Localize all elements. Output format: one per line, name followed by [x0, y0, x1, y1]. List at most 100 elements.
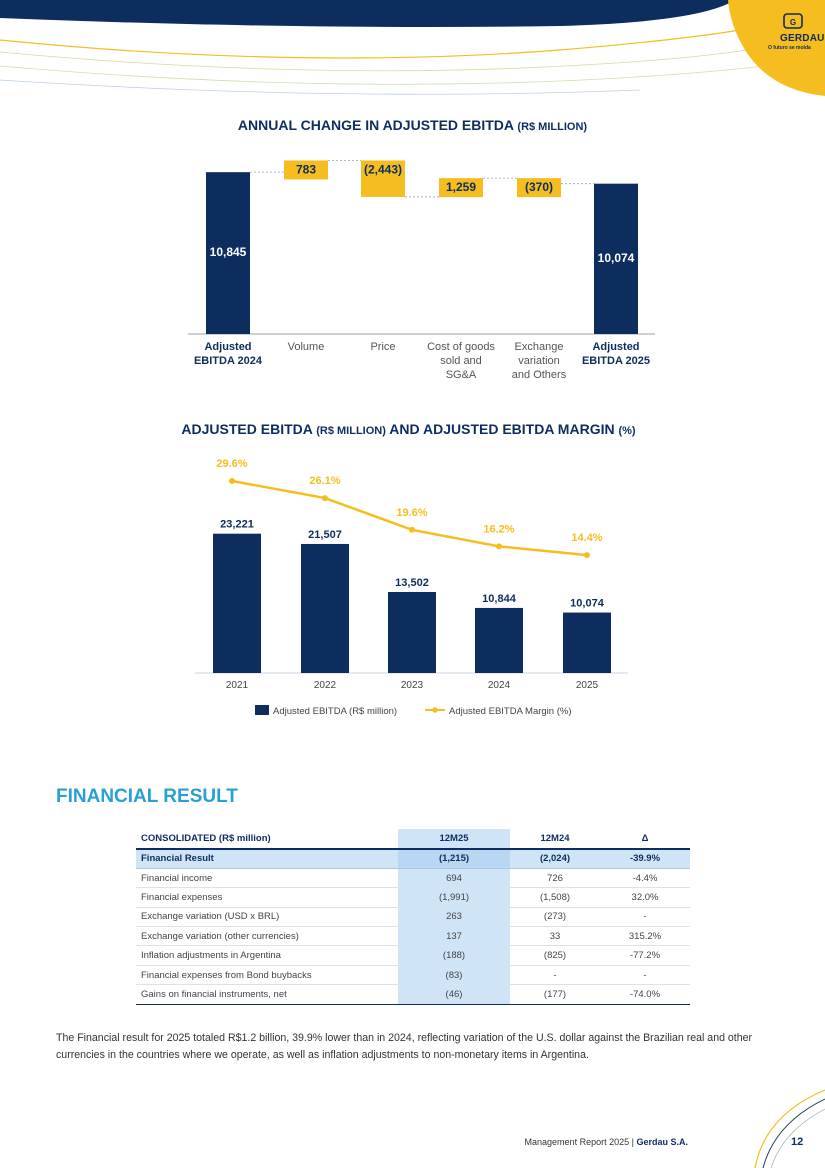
ebitda-margin-chart: 23,221 2021 21,507 2022 13,502 2023 10,844 2024…: [195, 458, 628, 717]
table-cell: -74.0%: [600, 984, 690, 1005]
waterfall-chart-title: ANNUAL CHANGE IN ADJUSTED EBITDA (R$ MIL…: [0, 117, 825, 133]
waterfall-category-label: Adjusted: [592, 341, 639, 353]
margin-data-label: 29.6%: [216, 458, 247, 470]
legend-line-label: Adjusted EBITDA Margin (%): [449, 706, 572, 717]
waterfall-data-label: 1,259: [446, 180, 476, 194]
margin-point: [496, 543, 502, 550]
ebitda-bar-label: 10,844: [482, 593, 517, 605]
waterfall-data-label: (370): [525, 180, 553, 194]
table-row: Financial expenses from Bond buybacks (83…: [136, 965, 690, 986]
waterfall-title-unit: (R$ MILLION): [517, 121, 588, 133]
ebitda-margin-chart-title: ADJUSTED EBITDA (R$ MILLION) AND ADJUSTE…: [0, 421, 821, 437]
ebitda-bar-2024: [475, 607, 523, 673]
waterfall-category-label: SG&A: [446, 369, 477, 381]
table-cell: 263: [398, 907, 510, 928]
ebitda-bar-2021: [213, 533, 261, 673]
ebitda-bar-2025: [563, 612, 611, 673]
header-curve-4: [0, 79, 641, 95]
table-cell: Exchange variation (USD x BRL): [136, 907, 398, 928]
waterfall-category-label: and Others: [512, 369, 567, 381]
x-tick-label: 2022: [314, 680, 337, 691]
table-cell: (177): [510, 984, 600, 1005]
waterfall-category-label: Price: [370, 341, 395, 353]
header-banner: G: [0, 0, 825, 96]
margin-data-label: 16.2%: [483, 523, 514, 535]
waterfall-category-label: Cost of goods: [427, 341, 495, 353]
waterfall-chart: 10,845 783 (2,443) 1,259 (370) 10,074 Adjusted…: [188, 160, 655, 381]
ebitda-title-unit2: (%): [618, 425, 636, 437]
waterfall-category-label: Adjusted: [204, 341, 251, 353]
waterfall-data-label: (2,443): [364, 162, 402, 176]
margin-data-label: 26.1%: [309, 475, 340, 487]
table-cell: 32.0%: [600, 887, 690, 908]
table-row: Inflation adjustments in Argentina (188)(…: [136, 945, 690, 966]
table-cell: (825): [510, 945, 600, 966]
table-cell: 33: [510, 926, 600, 947]
header-navy-band: [0, 0, 735, 27]
waterfall-bar-5: [594, 183, 638, 334]
financial-result-table: CONSOLIDATED (R$ million) 12M25 12M24 Δ …: [136, 829, 690, 1005]
table-cell: Exchange variation (other currencies): [136, 926, 398, 947]
waterfall-bar-3: [439, 178, 483, 198]
table-cell: (83): [398, 965, 510, 986]
margin-point: [584, 552, 590, 559]
ebitda-bar-label: 21,507: [308, 529, 342, 541]
table-cell: -: [510, 965, 600, 986]
waterfall-title-text: ANNUAL CHANGE IN ADJUSTED EBITDA: [237, 117, 514, 133]
waterfall-category-label: EBITDA 2025: [582, 355, 650, 367]
table-row: Exchange variation (other currencies) 137…: [136, 926, 690, 947]
table-cell: -77.2%: [600, 945, 690, 966]
table-cell: Financial expenses from Bond buybacks: [136, 965, 398, 986]
ebitda-bar-label: 23,221: [220, 519, 254, 531]
financial-result-heading: FINANCIAL RESULT: [56, 786, 238, 807]
table-cell: -: [600, 965, 690, 986]
header-gold-corner: [728, 0, 825, 96]
header-curve-3: [0, 63, 781, 85]
table-cell: Financial Result: [136, 849, 398, 869]
legend-line-marker: [432, 707, 438, 713]
table-cell: (188): [398, 945, 510, 966]
column-header: CONSOLIDATED (R$ million): [136, 829, 398, 850]
logo-tagline: O futuro se molda: [768, 45, 811, 51]
table-cell: -39.9%: [600, 849, 690, 869]
ebitda-bar-label: 10,074: [570, 598, 605, 610]
table-row: Financial expenses (1,991) (1,508) 32.0%: [136, 887, 690, 908]
header-curve-2: [0, 47, 761, 72]
table-cell: 726: [510, 868, 600, 889]
ebitda-title-part2: AND ADJUSTED EBITDA MARGIN: [389, 421, 615, 437]
ebitda-bar-2022: [301, 543, 349, 673]
column-header: 12M24: [510, 829, 600, 850]
table-cell: (46): [398, 984, 510, 1005]
logo-wordmark: GERDAU: [780, 33, 825, 44]
legend-bar-label: Adjusted EBITDA (R$ million): [273, 706, 397, 717]
footer-report-name: Management Report 2025: [524, 1137, 630, 1147]
ebitda-title-unit1: (R$ MILLION): [316, 425, 386, 437]
ebitda-bar-2023: [388, 591, 436, 673]
table-row: Financial income 694 726 -4.4%: [136, 868, 690, 889]
header-gold-curve: [0, 29, 741, 59]
table-cell: Financial income: [136, 868, 398, 889]
column-header: 12M25: [398, 829, 510, 850]
ebitda-bar-label: 13,502: [395, 577, 429, 589]
table-row: Gains on financial instruments, net (46)(…: [136, 984, 690, 1005]
margin-point: [409, 526, 415, 533]
ebitda-title-part1: ADJUSTED EBITDA: [181, 421, 313, 437]
table-cell: (1,508): [510, 887, 600, 908]
x-tick-label: 2023: [401, 680, 424, 691]
waterfall-data-label: 783: [296, 162, 316, 176]
column-header: Δ: [600, 829, 690, 850]
table-cell: 137: [398, 926, 510, 947]
footer-company: Gerdau S.A.: [636, 1137, 688, 1147]
waterfall-bar-1: [284, 160, 328, 180]
footer: Management Report 2025 | Gerdau S.A.: [0, 1137, 688, 1147]
waterfall-category-label: Volume: [288, 341, 325, 353]
waterfall-bar-4: [517, 178, 561, 198]
table-row: Financial Result (1,215) (2,024) -39.9%: [136, 849, 690, 869]
waterfall-category-label: Exchange: [515, 341, 564, 353]
waterfall-data-label: 10,845: [210, 245, 247, 259]
table-cell: 315.2%: [600, 926, 690, 947]
page-number: 12: [791, 1136, 804, 1148]
waterfall-bar-2: [361, 160, 405, 197]
table-cell: 694: [398, 868, 510, 889]
waterfall-category-label: variation: [518, 355, 560, 367]
